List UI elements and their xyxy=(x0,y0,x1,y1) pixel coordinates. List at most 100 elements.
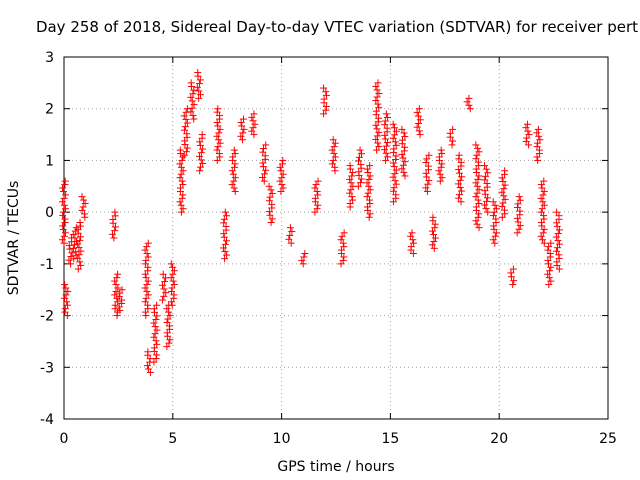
data-point xyxy=(491,201,499,209)
data-point xyxy=(391,131,399,139)
data-point xyxy=(150,347,158,355)
data-point xyxy=(416,131,424,139)
data-point xyxy=(153,340,161,348)
data-point xyxy=(180,126,188,134)
data-point xyxy=(311,184,319,192)
data-point xyxy=(472,141,480,149)
data-point xyxy=(66,245,74,253)
data-point xyxy=(113,312,121,320)
data-point xyxy=(382,110,390,118)
data-point xyxy=(153,312,161,320)
x-tick-labels: 0 5 10 15 20 25 xyxy=(60,431,617,447)
data-point xyxy=(381,131,389,139)
data-point xyxy=(375,143,383,151)
data-point xyxy=(168,301,176,309)
data-point xyxy=(484,208,492,216)
data-point xyxy=(357,175,365,183)
data-point xyxy=(170,267,178,275)
data-point xyxy=(423,187,431,195)
data-point xyxy=(177,170,185,178)
data-point xyxy=(313,205,321,213)
data-point xyxy=(230,177,238,185)
data-point xyxy=(516,222,524,230)
data-point xyxy=(330,150,338,158)
data-point xyxy=(116,289,124,297)
data-point xyxy=(229,170,237,178)
data-point xyxy=(422,169,430,177)
data-point xyxy=(372,97,380,105)
data-point xyxy=(314,191,322,199)
data-point xyxy=(112,287,120,295)
data-point xyxy=(432,234,440,242)
data-point xyxy=(475,224,483,232)
data-point xyxy=(357,161,365,169)
data-point xyxy=(390,184,398,192)
data-point xyxy=(65,256,73,264)
data-point xyxy=(199,145,207,153)
data-point xyxy=(392,180,400,188)
data-point xyxy=(178,156,186,164)
data-point xyxy=(482,172,490,180)
data-point xyxy=(474,175,482,183)
data-point xyxy=(231,187,239,195)
data-point xyxy=(60,194,68,202)
data-point xyxy=(239,129,247,137)
data-point xyxy=(115,303,123,311)
data-point xyxy=(401,133,409,141)
data-point xyxy=(260,177,268,185)
data-point xyxy=(373,93,381,101)
data-point xyxy=(484,194,492,202)
data-point xyxy=(114,270,122,278)
data-point xyxy=(382,149,390,157)
data-point xyxy=(373,146,381,154)
data-point xyxy=(533,129,541,137)
data-point xyxy=(188,97,196,105)
data-point xyxy=(507,273,515,281)
data-point xyxy=(320,95,328,103)
data-point xyxy=(215,136,223,144)
data-point xyxy=(373,125,381,133)
data-point xyxy=(262,141,270,149)
data-point xyxy=(67,260,75,268)
data-point xyxy=(455,151,463,159)
data-point xyxy=(220,219,228,227)
y-tick-label: -4 xyxy=(40,412,54,428)
data-point xyxy=(455,166,463,174)
data-point xyxy=(413,108,421,116)
data-point xyxy=(392,141,400,149)
y-tick-label: 0 xyxy=(45,205,54,221)
data-point xyxy=(415,127,423,135)
data-point xyxy=(514,200,522,208)
data-point xyxy=(108,230,116,238)
data-point xyxy=(498,213,506,221)
data-point xyxy=(278,181,286,189)
data-point xyxy=(61,281,69,289)
plot-frame xyxy=(63,56,609,420)
data-point xyxy=(392,166,400,174)
data-point xyxy=(474,213,482,221)
data-point xyxy=(499,178,507,186)
data-point xyxy=(465,94,473,102)
data-point xyxy=(437,163,445,171)
data-point xyxy=(438,150,446,158)
data-point xyxy=(266,211,274,219)
data-point xyxy=(449,137,457,145)
data-point xyxy=(214,105,222,113)
data-point xyxy=(374,79,382,87)
data-point xyxy=(69,231,77,239)
data-point xyxy=(456,176,464,184)
data-point xyxy=(546,267,554,275)
data-point xyxy=(391,124,399,132)
data-point xyxy=(79,203,87,211)
data-point xyxy=(74,254,82,262)
data-point xyxy=(472,193,480,201)
data-point xyxy=(389,198,397,206)
data-point xyxy=(111,212,119,220)
data-point xyxy=(425,177,433,185)
data-point xyxy=(513,203,521,211)
data-point xyxy=(382,142,390,150)
data-point xyxy=(151,323,159,331)
data-point xyxy=(152,337,160,345)
y-tick-label: 1 xyxy=(45,153,54,169)
data-point xyxy=(463,98,471,106)
